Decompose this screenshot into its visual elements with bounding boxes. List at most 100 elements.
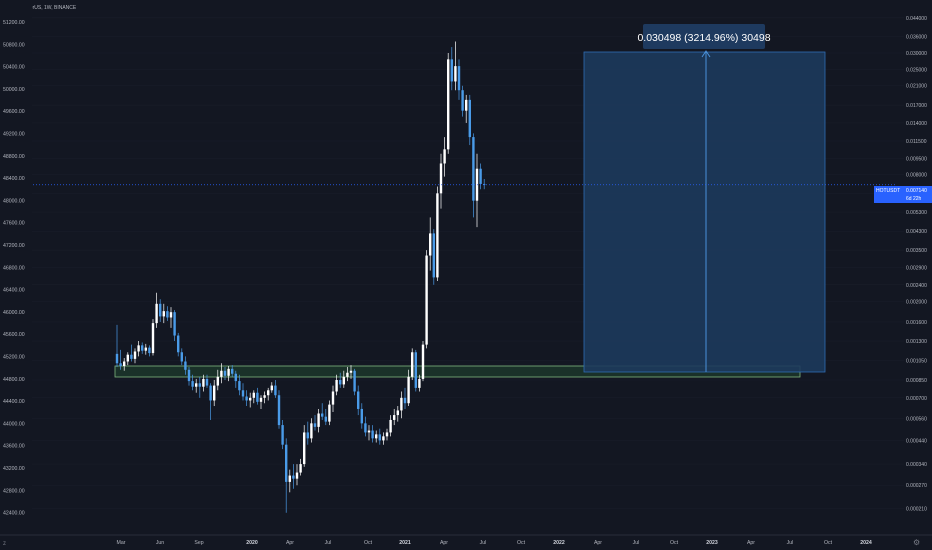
candle-body bbox=[180, 352, 183, 362]
candle-body bbox=[216, 376, 219, 386]
right-axis-tick: 0.001050 bbox=[906, 359, 927, 365]
right-axis-tick: 0.002400 bbox=[906, 283, 927, 289]
candle-body bbox=[335, 380, 338, 392]
right-axis-tick: 0.017000 bbox=[906, 103, 927, 109]
settings-gear-icon[interactable]: ⚙ bbox=[913, 538, 920, 547]
candle-body bbox=[159, 303, 162, 317]
candle-body bbox=[367, 430, 371, 433]
left-axis-tick: 47200.00 bbox=[3, 243, 25, 249]
candle-body bbox=[457, 66, 461, 91]
scale-toggle-icon[interactable]: z bbox=[3, 541, 6, 547]
candle-body bbox=[267, 390, 270, 396]
candle-body bbox=[328, 404, 331, 422]
candle-body bbox=[414, 352, 417, 388]
right-axis-tick: 0.011500 bbox=[906, 139, 927, 145]
candle-body bbox=[317, 413, 320, 427]
candle-body bbox=[385, 432, 389, 437]
candle-body bbox=[184, 361, 187, 370]
candle-body bbox=[310, 423, 313, 439]
time-axis[interactable]: Mar Jun Sep 2020 Apr Jul Oct 2021 Apr Jul Oct 2022 A… bbox=[117, 540, 872, 546]
candle-body bbox=[346, 372, 349, 377]
price-tag-symbol: HOTUSDT bbox=[876, 188, 900, 194]
left-axis-tick: 49600.00 bbox=[3, 109, 25, 115]
candle-body bbox=[389, 419, 392, 433]
candle-body bbox=[439, 163, 443, 194]
price-tag-countdown: 6d 22h bbox=[906, 196, 922, 202]
time-axis-label: Jun bbox=[156, 540, 164, 546]
right-price-axis[interactable]: 0.044000 0.036000 0.030000 0.025000 0.021000… bbox=[906, 16, 927, 512]
candle-body bbox=[421, 344, 425, 379]
candle-body bbox=[339, 380, 342, 385]
time-axis-label: Jul bbox=[325, 540, 332, 546]
left-price-axis[interactable]: 51200.00 50800.00 50400.00 50000.00 49600.00… bbox=[3, 20, 25, 517]
left-axis-panel bbox=[0, 0, 32, 535]
right-axis-tick: 0.002000 bbox=[906, 299, 927, 305]
time-axis-label: Sep bbox=[194, 540, 203, 546]
measure-range-box[interactable] bbox=[583, 51, 826, 373]
candle-body bbox=[396, 410, 399, 416]
left-axis-tick: 43600.00 bbox=[3, 444, 25, 450]
left-axis-tick: 51200.00 bbox=[3, 20, 25, 26]
candle-body bbox=[461, 90, 464, 111]
candle-body bbox=[220, 370, 223, 377]
candle-body bbox=[256, 392, 259, 402]
time-axis-label: Apr bbox=[440, 540, 448, 546]
candle-body bbox=[375, 434, 378, 439]
candle-body bbox=[285, 444, 288, 482]
candle-body bbox=[295, 472, 299, 479]
left-axis-tick: 50000.00 bbox=[3, 87, 25, 93]
candle-body bbox=[292, 475, 295, 479]
left-axis-tick: 49200.00 bbox=[3, 132, 25, 138]
right-axis-tick: 0.004300 bbox=[906, 229, 927, 235]
candle-body bbox=[342, 376, 345, 385]
time-axis-label: 2020 bbox=[246, 540, 258, 546]
right-axis-tick: 0.005300 bbox=[906, 210, 927, 216]
time-axis-label: Mar bbox=[117, 540, 126, 546]
left-axis-tick: 48400.00 bbox=[3, 176, 25, 182]
candle-body bbox=[403, 397, 407, 404]
time-axis-label: Oct bbox=[670, 540, 679, 546]
candle-body bbox=[288, 475, 291, 482]
candle-body bbox=[126, 354, 129, 362]
measure-label: 0.030498 (3214.96%) 30498 bbox=[637, 32, 770, 44]
candle-body bbox=[299, 464, 302, 473]
right-axis-tick: 0.000340 bbox=[906, 462, 927, 468]
time-axis-label: Apr bbox=[286, 540, 294, 546]
candle-body bbox=[357, 391, 360, 409]
right-axis-tick: 0.000560 bbox=[906, 416, 927, 422]
right-axis-tick: 0.008000 bbox=[906, 172, 927, 178]
right-axis-tick: 0.000850 bbox=[906, 378, 927, 384]
candle-body bbox=[187, 369, 191, 382]
candle-body bbox=[443, 149, 446, 164]
candle-body bbox=[162, 311, 165, 317]
candle-body bbox=[115, 353, 119, 364]
candle-body bbox=[177, 335, 180, 353]
candle-body bbox=[364, 423, 367, 433]
right-axis-tick: 0.000440 bbox=[906, 438, 927, 444]
candle-body bbox=[472, 137, 475, 201]
left-axis-tick: 43200.00 bbox=[3, 466, 25, 472]
left-axis-tick: 48000.00 bbox=[3, 198, 25, 204]
candle-body bbox=[151, 323, 155, 354]
candle-body bbox=[148, 347, 151, 354]
candle-body bbox=[130, 354, 133, 359]
right-axis-panel bbox=[904, 0, 932, 535]
time-axis-label: 2021 bbox=[399, 540, 411, 546]
candle-body bbox=[483, 183, 486, 185]
candle-body bbox=[198, 383, 201, 387]
time-axis-label: 2023 bbox=[706, 540, 718, 546]
time-axis-label: Jul bbox=[633, 540, 640, 546]
candle-body bbox=[360, 408, 363, 424]
left-axis-tick: 44400.00 bbox=[3, 399, 25, 405]
candle-body bbox=[321, 413, 324, 417]
candlestick-series bbox=[115, 41, 486, 513]
time-axis-label: 2024 bbox=[860, 540, 872, 546]
time-axis-label: Oct bbox=[824, 540, 833, 546]
candle-body bbox=[277, 395, 281, 426]
candle-body bbox=[227, 368, 230, 376]
time-axis-label: Oct bbox=[364, 540, 373, 546]
chart-title: Holo / TetherUS, 1W, BINANCE bbox=[6, 5, 77, 11]
candle-body bbox=[238, 381, 241, 391]
candle-body bbox=[418, 378, 421, 388]
